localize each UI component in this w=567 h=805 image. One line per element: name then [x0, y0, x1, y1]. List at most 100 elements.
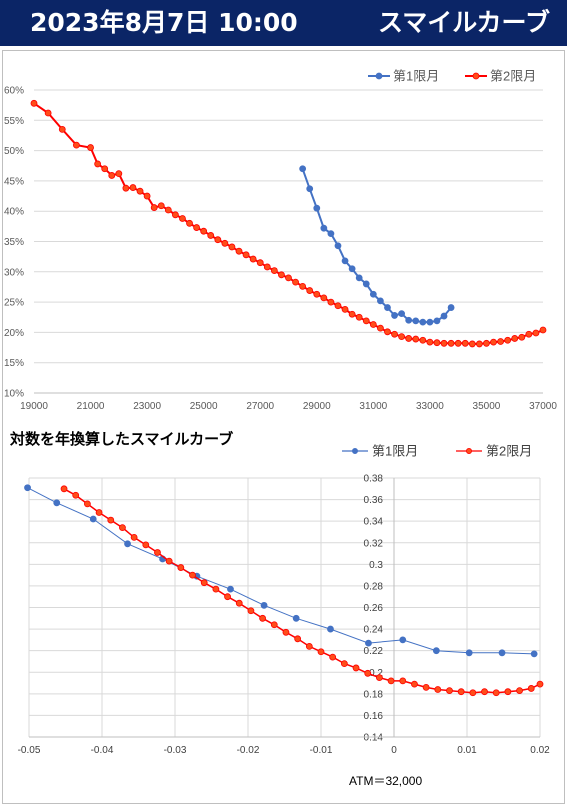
- data-point: [130, 533, 138, 541]
- data-point: [405, 316, 413, 324]
- data-point: [340, 660, 348, 668]
- data-point: [334, 242, 342, 250]
- y-tick-label: 10%: [4, 389, 24, 400]
- data-point: [327, 230, 335, 238]
- data-point: [341, 305, 349, 313]
- data-point: [143, 192, 151, 200]
- data-point: [511, 335, 519, 342]
- y-tick-label: 0.24: [364, 625, 384, 636]
- x-tick-label: 27000: [246, 401, 274, 412]
- legend-marker-1: [351, 447, 358, 454]
- data-point: [348, 310, 356, 318]
- data-point: [164, 206, 172, 214]
- x-tick-label: -0.01: [310, 745, 333, 756]
- data-point: [30, 99, 38, 107]
- legend-label-1: 第1限月: [393, 69, 439, 84]
- data-point: [278, 271, 285, 279]
- data-point: [260, 601, 268, 609]
- data-point: [242, 251, 250, 259]
- data-point: [364, 669, 372, 677]
- data-point: [142, 541, 150, 549]
- data-point: [433, 339, 441, 347]
- data-point: [355, 313, 363, 321]
- data-point: [193, 224, 200, 231]
- data-point: [306, 287, 314, 294]
- data-point: [532, 329, 540, 337]
- y-tick-label: 50%: [4, 146, 24, 157]
- data-point: [536, 680, 544, 688]
- data-point: [398, 310, 406, 318]
- data-point: [475, 340, 483, 348]
- data-point: [299, 282, 307, 290]
- y-tick-label: 20%: [4, 328, 24, 339]
- data-point: [492, 689, 500, 697]
- data-point: [200, 579, 208, 587]
- data-point: [129, 184, 137, 191]
- y-tick-label: 55%: [4, 116, 24, 127]
- data-point: [165, 557, 173, 565]
- data-point: [228, 243, 236, 251]
- data-point: [221, 239, 229, 247]
- x-tick-label: 19000: [20, 401, 48, 412]
- x-tick-label: -0.04: [91, 745, 114, 756]
- x-tick-label: 0: [391, 745, 397, 756]
- data-point: [212, 585, 220, 593]
- data-point: [44, 109, 52, 117]
- data-point: [327, 625, 334, 633]
- data-point: [122, 184, 130, 192]
- data-point: [189, 571, 196, 579]
- y-tick-label: 0.18: [364, 689, 384, 700]
- data-point: [207, 232, 215, 239]
- data-point: [468, 340, 476, 348]
- y-tick-label: 0.32: [364, 538, 384, 549]
- data-point: [72, 491, 80, 499]
- y-tick-label: 25%: [4, 298, 24, 309]
- data-point: [457, 688, 465, 696]
- data-point: [313, 290, 321, 298]
- x-tick-label: 31000: [359, 401, 387, 412]
- data-point: [440, 312, 448, 320]
- data-point: [53, 499, 61, 507]
- data-point: [200, 227, 208, 235]
- y-tick-label: 0.38: [364, 474, 384, 485]
- data-point: [317, 648, 325, 656]
- data-point: [84, 500, 91, 508]
- x-tick-label: 33000: [416, 401, 444, 412]
- series-line-2: [63, 488, 541, 694]
- data-point: [422, 683, 430, 691]
- data-point: [454, 339, 462, 347]
- data-point: [329, 653, 337, 661]
- y-tick-label: 0.28: [364, 581, 384, 592]
- y-tick-label: 0.2: [369, 668, 383, 679]
- data-point: [490, 338, 497, 346]
- x-tick-label: -0.05: [18, 745, 41, 756]
- data-point: [539, 326, 547, 334]
- data-point: [259, 614, 267, 622]
- data-point: [270, 621, 278, 629]
- data-point: [399, 677, 407, 685]
- data-point: [516, 687, 523, 694]
- data-point: [124, 540, 131, 548]
- data-point: [377, 324, 384, 332]
- data-point: [58, 125, 66, 133]
- data-point: [186, 219, 193, 227]
- data-point: [530, 650, 538, 658]
- x-tick-label: 37000: [529, 401, 557, 412]
- data-point: [292, 278, 299, 286]
- data-point: [119, 524, 126, 532]
- data-point: [369, 290, 377, 298]
- data-point: [375, 674, 383, 682]
- x-tick-label: 23000: [133, 401, 161, 412]
- data-point: [177, 564, 185, 571]
- data-point: [334, 302, 342, 310]
- data-point: [377, 297, 384, 305]
- data-point: [107, 516, 115, 524]
- data-point: [398, 333, 406, 341]
- legend-label-2: 第2限月: [486, 444, 532, 459]
- data-point: [136, 187, 144, 195]
- data-point: [527, 685, 535, 692]
- data-point: [171, 211, 179, 219]
- data-point: [101, 165, 109, 173]
- data-point: [327, 298, 335, 306]
- y-tick-label: 60%: [4, 86, 24, 97]
